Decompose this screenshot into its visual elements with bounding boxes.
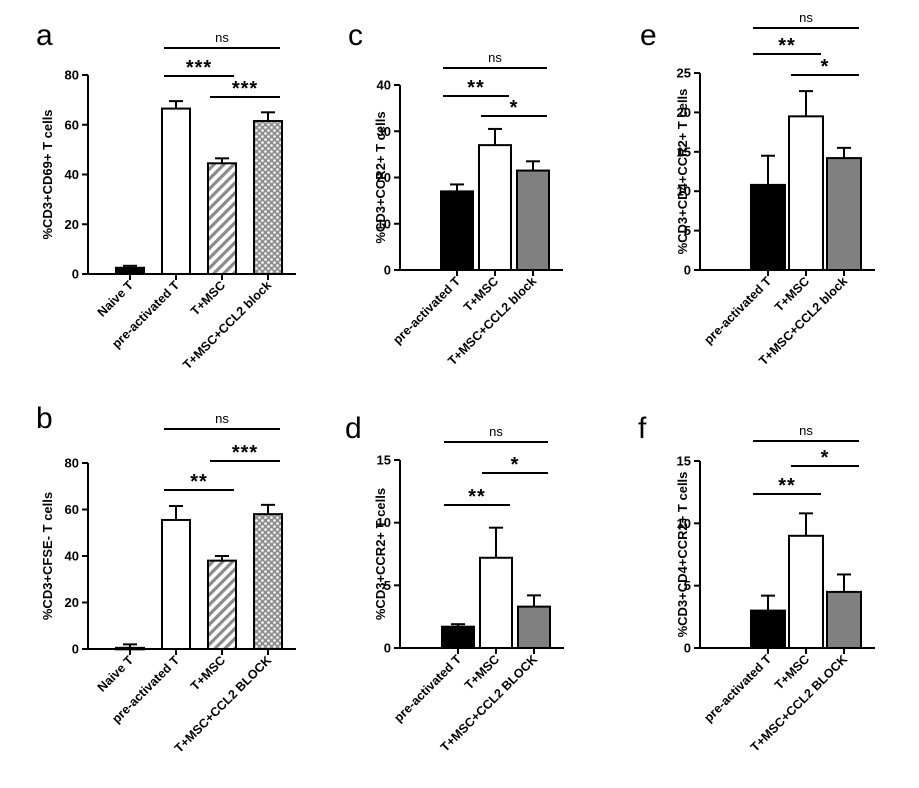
y-tick-label: 20	[65, 595, 79, 610]
panel-letter: e	[640, 19, 657, 52]
y-axis-title: %CD3+CD69+ T cells	[40, 109, 55, 239]
significance-label: ***	[186, 57, 212, 79]
y-tick-label: 30	[377, 124, 391, 139]
y-tick-label: 0	[384, 641, 391, 656]
bar	[253, 513, 283, 651]
panel-f: f 0 5 10 15 %CD3+CD4+CCR2+ T cells pre-activat…	[638, 412, 875, 754]
bar	[161, 107, 191, 275]
bar	[750, 609, 786, 649]
y-axis-title: %CD3+CD4+CCR2+ T cells	[675, 89, 690, 255]
bar	[478, 144, 512, 271]
panel-e: e 0 5 10 15 20 25 %CD3+CD4+CCR2+ T cells pre-act…	[640, 10, 875, 368]
panel-letter: d	[345, 412, 362, 445]
significance-label: **	[778, 35, 796, 57]
bar	[207, 559, 237, 651]
bar	[826, 157, 862, 271]
bar	[750, 183, 786, 271]
bar	[115, 266, 145, 275]
x-category-label: pre-activated T	[390, 274, 463, 347]
x-category-label: Naive T	[95, 278, 137, 320]
bar	[253, 120, 283, 275]
y-tick-label: 40	[65, 167, 79, 182]
significance-label: **	[468, 486, 486, 508]
y-tick-label: 0	[684, 641, 691, 656]
y-tick-label: 10	[377, 216, 391, 231]
significance-label: *	[821, 56, 830, 78]
bar	[161, 518, 191, 651]
y-tick-label: 80	[65, 68, 79, 83]
y-tick-label: 20	[65, 217, 79, 232]
panel-c: c 0 10 20 30 40 %CD3+CCR2+ T cells pre-activate…	[348, 19, 563, 368]
y-tick-label: 0	[384, 263, 391, 278]
significance-label: ns	[488, 50, 502, 65]
significance-label: ***	[232, 442, 258, 464]
y-tick-label: 15	[677, 144, 691, 159]
x-category-label: Naive T	[95, 653, 137, 695]
y-tick-label: 0	[72, 267, 79, 282]
y-tick-label: 5	[684, 223, 691, 238]
x-category-label: T+MSC	[188, 653, 228, 693]
y-axis-title: %CD3+CCR2+ T cells	[373, 488, 388, 620]
x-category-label: T+MSC+CCL2 block	[180, 278, 274, 372]
y-tick-label: 80	[65, 456, 79, 471]
bar	[517, 605, 551, 650]
y-tick-label: 40	[377, 78, 391, 93]
x-category-label: T+MSC	[188, 278, 228, 318]
x-category-label: pre-activated T	[701, 652, 774, 725]
bar	[788, 115, 824, 271]
x-category-label: pre-activated T	[701, 274, 774, 347]
panel-letter: f	[638, 412, 647, 445]
y-tick-label: 10	[677, 184, 691, 199]
significance-label: ***	[232, 78, 258, 100]
y-axis-title: %CD3+CFSE- T cells	[40, 492, 55, 620]
panel-letter: c	[348, 19, 363, 52]
x-category-label: pre-activated T	[391, 652, 464, 725]
significance-label: **	[778, 475, 796, 497]
x-category-label: T+MSC+CCL2 BLOCK	[172, 653, 274, 755]
y-tick-label: 40	[65, 549, 79, 564]
significance-label: *	[510, 97, 519, 119]
y-tick-label: 5	[384, 578, 391, 593]
significance-label: **	[467, 77, 485, 99]
significance-label: ns	[799, 10, 813, 25]
y-tick-label: 0	[72, 642, 79, 657]
y-tick-label: 15	[677, 454, 691, 469]
y-axis-title: %CD3+CD4+CCR2+ T cells	[675, 472, 690, 638]
y-tick-label: 5	[684, 578, 691, 593]
y-tick-label: 60	[65, 117, 79, 132]
y-tick-label: 60	[65, 502, 79, 517]
y-axis-title: %CD3+CCR2+ T cells	[373, 111, 388, 243]
y-tick-label: 15	[377, 453, 391, 468]
significance-label: ns	[799, 423, 813, 438]
y-tick-label: 0	[684, 263, 691, 278]
bar	[207, 162, 237, 275]
significance-label: ns	[215, 411, 229, 426]
y-tick-label: 10	[677, 516, 691, 531]
significance-label: ns	[489, 424, 503, 439]
y-tick-label: 20	[677, 105, 691, 120]
significance-label: **	[190, 471, 208, 493]
panel-letter: b	[36, 402, 53, 435]
bar	[516, 169, 550, 271]
y-tick-label: 20	[377, 170, 391, 185]
y-tick-label: 25	[677, 66, 691, 81]
bar	[788, 534, 824, 649]
bar	[479, 556, 513, 650]
panel-d: d 0 5 10 15 %CD3+CCR2+ T cells pre-activated T…	[345, 412, 564, 754]
significance-label: *	[511, 454, 520, 476]
bar	[440, 190, 474, 271]
panel-letter: a	[36, 19, 53, 52]
significance-label: ns	[215, 30, 229, 45]
bar	[826, 590, 862, 650]
significance-label: *	[821, 447, 830, 469]
bar	[441, 625, 475, 650]
y-tick-label: 10	[377, 515, 391, 530]
